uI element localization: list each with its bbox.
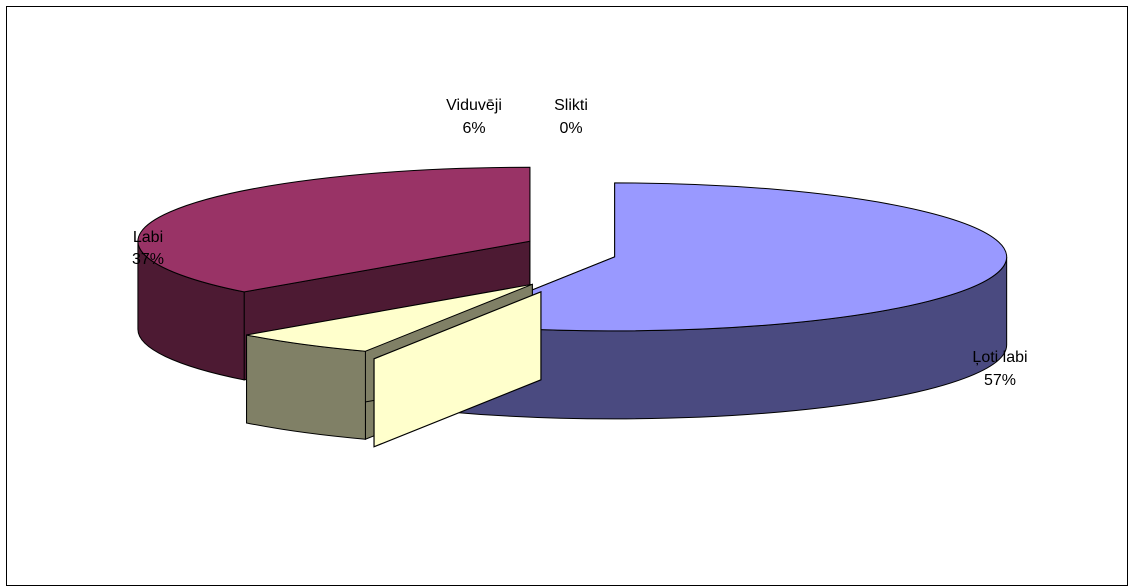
data-label-viduveji: Viduvēji 6%: [446, 97, 502, 137]
slice-name-label: Viduvēji: [446, 97, 502, 114]
slice-value-label: 37%: [132, 251, 164, 268]
slice-name-label: Slikti: [554, 97, 588, 114]
slice-value-label: 6%: [462, 120, 485, 137]
slice-name-label: Labi: [133, 229, 163, 246]
slice-layer: [138, 167, 1007, 447]
slice-value-label: 57%: [984, 372, 1016, 389]
pie-slice-outer-side: [247, 335, 366, 439]
data-label-slikti: Slikti 0%: [554, 97, 588, 137]
slice-name-label: Ļoti labi: [972, 349, 1027, 366]
slice-value-label: 0%: [559, 120, 582, 137]
